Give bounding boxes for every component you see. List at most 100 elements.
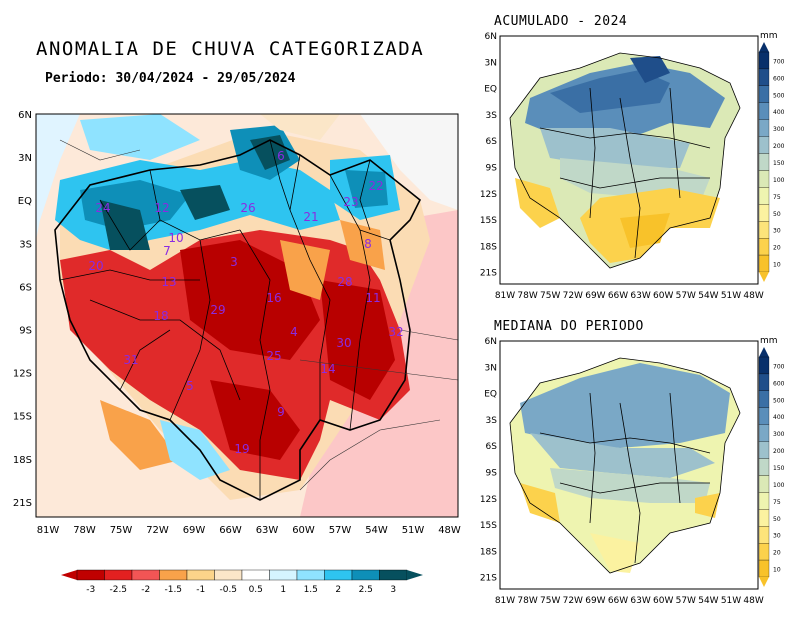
basin-number: 3: [230, 255, 238, 269]
colorbar-label: -2: [141, 585, 150, 595]
lat-tick-label: 18S: [480, 242, 497, 252]
scale-segment: [758, 51, 770, 70]
basin-number: 32: [388, 325, 403, 339]
scale-bottom-arrow: [759, 272, 769, 282]
lon-tick-label: 69W: [183, 525, 206, 536]
lat-tick-label: 6N: [18, 110, 32, 121]
scale-label: 200: [773, 143, 785, 150]
colorbar-label: -2.5: [109, 585, 127, 595]
basin-number: 26: [240, 201, 255, 215]
basin-number: 28: [337, 275, 352, 289]
basin-number: 10: [168, 231, 183, 245]
lat-tick-label: 6S: [486, 442, 498, 452]
colorbar-label: -1.5: [164, 585, 182, 595]
scale-segment: [758, 559, 770, 578]
lon-tick-label: 60W: [653, 596, 673, 606]
colorbar-low-arrow: [61, 570, 77, 580]
scale-segment: [758, 187, 770, 205]
anomaly-field: [36, 114, 458, 517]
colorbar-segment: [159, 569, 188, 581]
basin-number: 4: [290, 325, 298, 339]
lat-tick-label: 9S: [486, 164, 498, 174]
median-precip-scale: mm 700 600 500 400 300 200 150 100 75 50 30 20 10: [758, 336, 785, 587]
median-latitude-axis: 6N 3N EQ 3S 6S 9S 12S 15S 18S 21S: [480, 337, 497, 584]
scale-segment: [758, 85, 770, 103]
lat-tick-label: 21S: [13, 498, 32, 509]
lon-tick-label: 81W: [495, 291, 515, 301]
lon-tick-label: 60W: [653, 291, 673, 301]
basin-number: 20: [88, 259, 103, 273]
colorbar-segment: [214, 569, 243, 581]
scale-label: 700: [773, 58, 785, 65]
scale-segment: [758, 170, 770, 188]
median-map: 6N 3N EQ 3S 6S 9S 12S 15S 18S 21S 81W 78W 75W 72W 69W…: [480, 337, 764, 606]
scale-segment: [758, 204, 770, 222]
colorbar-segment: [379, 569, 408, 581]
scale-segment: [758, 492, 770, 510]
basin-number: 14: [320, 362, 335, 376]
median-basin-lines: [509, 357, 741, 574]
basin-number: 23: [343, 195, 358, 209]
scale-label: 100: [773, 482, 785, 489]
scale-label: 400: [773, 109, 785, 116]
scale-label: 75: [773, 499, 781, 506]
scale-segment: [758, 136, 770, 154]
lon-tick-label: 54W: [698, 291, 718, 301]
lon-tick-label: 72W: [563, 596, 583, 606]
basin-number: 11: [365, 291, 380, 305]
lat-tick-label: 3N: [485, 363, 497, 373]
scale-label: 300: [773, 431, 785, 438]
lon-tick-label: 81W: [495, 596, 515, 606]
scale-label: 50: [773, 516, 781, 523]
basin-number: 25: [266, 349, 281, 363]
basin-number: 21: [303, 210, 318, 224]
scale-label: 150: [773, 465, 785, 472]
scale-segment: [758, 119, 770, 137]
median-longitude-axis: 81W 78W 75W 72W 69W 66W 63W 60W 57W 54W 51W 48W: [495, 596, 764, 606]
scale-label: 700: [773, 363, 785, 370]
anomaly-map: 6 22 24 12 26 21 23 10 8 20 7 3 13 28 16 11 18 29 4 32 30 31 2…: [13, 110, 461, 536]
colorbar-label: 1: [280, 585, 286, 595]
lat-tick-label: 15S: [13, 412, 32, 423]
basin-number: 29: [210, 303, 225, 317]
basin-number: 5: [186, 379, 194, 393]
lat-tick-label: 3S: [486, 416, 498, 426]
basin-number: 8: [364, 237, 372, 251]
lon-tick-label: 54W: [698, 596, 718, 606]
scale-segment: [758, 458, 770, 476]
scale-top-arrow: [759, 42, 769, 52]
lon-tick-label: 75W: [540, 291, 560, 301]
lat-tick-label: EQ: [18, 196, 32, 207]
lat-tick-label: 21S: [480, 574, 497, 584]
lon-tick-label: 75W: [540, 596, 560, 606]
scale-label: 600: [773, 75, 785, 82]
lon-tick-label: 69W: [585, 596, 605, 606]
scale-segment: [758, 526, 770, 544]
lon-tick-label: 57W: [676, 596, 696, 606]
scale-top-arrow: [759, 347, 769, 357]
lon-tick-label: 48W: [743, 291, 763, 301]
scale-label: 20: [773, 245, 781, 252]
lon-tick-label: 78W: [517, 596, 537, 606]
basin-number: 30: [336, 336, 351, 350]
lat-tick-label: 9S: [486, 469, 498, 479]
basin-number: 13: [161, 275, 176, 289]
lat-tick-label: 3N: [18, 153, 32, 164]
accumulated-latitude-axis: 6N 3N EQ 3S 6S 9S 12S 15S 18S 21S: [480, 32, 497, 279]
lon-tick-label: 78W: [517, 291, 537, 301]
lat-tick-label: 18S: [13, 455, 32, 466]
lat-tick-label: 3S: [486, 111, 498, 121]
scale-segment: [758, 153, 770, 171]
scale-label: 10: [773, 567, 781, 574]
scale-label: 500: [773, 397, 785, 404]
scale-segment: [758, 254, 770, 273]
lon-tick-label: 51W: [721, 291, 741, 301]
lon-tick-label: 51W: [721, 596, 741, 606]
colorbar-label: -3: [86, 585, 95, 595]
lon-tick-label: 63W: [256, 525, 279, 536]
colorbar-segment: [351, 569, 380, 581]
lon-tick-label: 72W: [563, 291, 583, 301]
lon-tick-label: 51W: [402, 525, 425, 536]
lat-tick-label: 3S: [19, 239, 32, 250]
scale-label: 100: [773, 177, 785, 184]
